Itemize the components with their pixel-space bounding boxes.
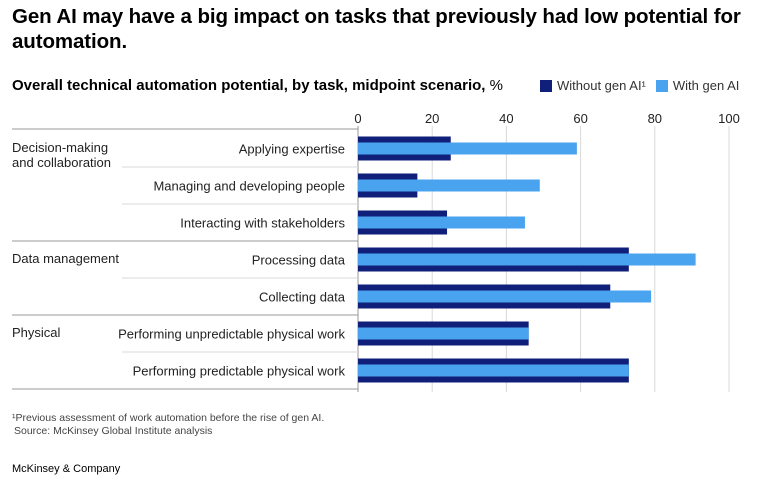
group-label: Decision-making [12, 140, 108, 155]
category-label: Performing predictable physical work [133, 364, 346, 379]
legend-item-without: Without gen AI¹ [540, 78, 646, 93]
x-tick-label: 80 [648, 111, 662, 126]
footnote: ¹Previous assessment of work automation … [12, 412, 325, 424]
bar-with-gen-ai [358, 216, 525, 229]
brand-name: McKinsey & Company [12, 463, 121, 475]
bar-with-gen-ai [358, 364, 629, 377]
bar-with-gen-ai [358, 179, 540, 192]
chart-title: Gen AI may have a big impact on tasks th… [12, 5, 741, 53]
subtitle-unit: % [489, 77, 503, 94]
category-label: Processing data [252, 253, 346, 268]
x-tick-label: 20 [425, 111, 439, 126]
bar-with-gen-ai [358, 290, 652, 303]
legend-swatch-with [655, 79, 668, 92]
bar-with-gen-ai [358, 253, 696, 266]
x-tick-label: 0 [354, 111, 361, 126]
x-tick-label: 40 [499, 111, 513, 126]
legend-swatch-without [540, 79, 552, 92]
source-note: Source: McKinsey Global Institute analys… [14, 425, 213, 437]
category-label: Performing unpredictable physical work [118, 327, 345, 342]
category-label: Collecting data [259, 290, 346, 305]
category-label: Applying expertise [239, 142, 345, 157]
category-label: Managing and developing people [153, 179, 345, 194]
legend-label-with: With gen AI [672, 78, 740, 93]
x-tick-label: 100 [718, 111, 740, 126]
group-label: Data management [12, 251, 119, 266]
bar-with-gen-ai [358, 142, 577, 155]
x-tick-label: 60 [573, 111, 587, 126]
subtitle-text: Overall technical automation potential, … [12, 77, 486, 94]
group-label: and collaboration [12, 155, 111, 170]
legend-item-with: With gen AI [655, 78, 740, 93]
bar-with-gen-ai [358, 327, 529, 340]
group-label: Physical [12, 325, 61, 340]
chart-subtitle: Overall technical automation potential, … [12, 77, 503, 94]
legend: Without gen AI¹ With gen AI [540, 78, 749, 93]
legend-label-without: Without gen AI¹ [557, 78, 646, 93]
footnote-block: ¹Previous assessment of work automation … [12, 412, 324, 438]
category-label: Interacting with stakeholders [180, 216, 345, 231]
